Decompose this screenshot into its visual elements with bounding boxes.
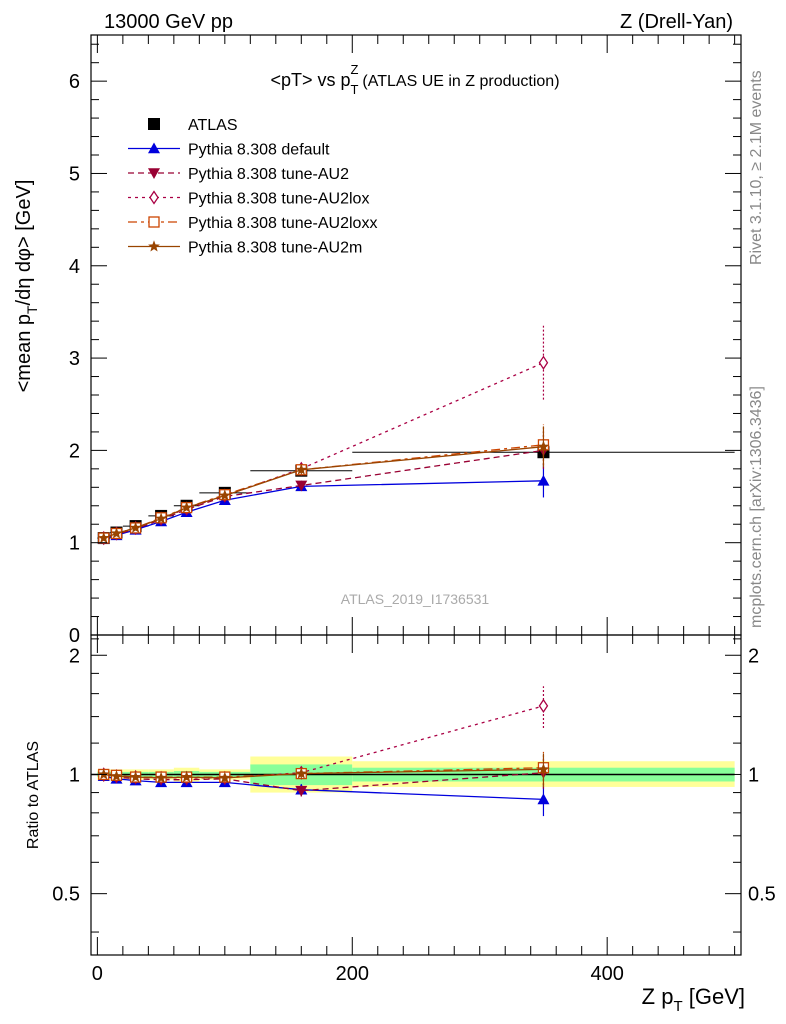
ratio-y-tick-label-left: 1: [69, 764, 80, 786]
main-y-tick-label: 6: [69, 71, 80, 93]
main-y-tick-label: 1: [69, 533, 80, 555]
header-right-title: Z (Drell-Yan): [620, 11, 733, 33]
main-y-tick-label: 2: [69, 440, 80, 462]
series-au2m: [97, 426, 550, 544]
point-au2m: [110, 527, 123, 539]
point-au2m: [155, 512, 167, 524]
watermark: ATLAS_2019_I1736531: [341, 591, 490, 607]
ratio-point-au2m: [295, 767, 308, 779]
point-au2m: [537, 440, 550, 452]
ratio-point-au2m: [218, 771, 231, 783]
legend-label-au2lox: Pythia 8.308 tune-AU2lox: [188, 191, 369, 208]
ratio-line-au2: [103, 772, 544, 792]
series-line-au2: [103, 449, 544, 540]
legend-label-atlas: ATLAS: [188, 117, 238, 134]
main-plot-marks: [97, 325, 735, 546]
main-y-label-pre: <mean p: [13, 314, 35, 392]
legend-marker-au2: [148, 168, 160, 179]
ratio-point-au2m: [537, 763, 550, 775]
legend-item-au2m: Pythia 8.308 tune-AU2m: [128, 240, 362, 257]
point-default: [537, 474, 550, 486]
legend-item-au2: Pythia 8.308 tune-AU2: [128, 166, 349, 183]
main-y-tick-label: 4: [69, 256, 80, 278]
ratio-point-au2m: [180, 770, 193, 783]
ratio-y-tick-label-right: 2: [748, 645, 759, 667]
point-au2m: [97, 531, 110, 544]
x-tick-label: 0: [92, 963, 103, 985]
main-y-label-post: /dη dφ> [GeV]: [13, 180, 35, 306]
main-y-tick-label: 3: [69, 348, 80, 370]
legend-label-au2loxx: Pythia 8.308 tune-AU2loxx: [188, 215, 377, 232]
legend-marker-atlas: [148, 118, 160, 130]
main-y-tick-label: 5: [69, 163, 80, 185]
main-title-main: <pT> vs p: [270, 70, 350, 90]
series-line-au2lox: [103, 362, 544, 539]
x-axis-label: Z pT [GeV]: [642, 984, 745, 1015]
legend-label-au2m: Pythia 8.308 tune-AU2m: [188, 240, 362, 257]
legend-marker-default: [148, 142, 160, 154]
point-au2m: [180, 501, 193, 513]
series-atlas: [97, 446, 735, 545]
ratio-y-tick-label-right: 1: [748, 764, 759, 786]
x-axis-label-pre: Z p: [642, 984, 674, 1009]
ratio-point-default: [537, 793, 550, 805]
main-axis-ticks: 0 1 2 3 4 5 6: [69, 35, 741, 647]
ratio-panel: 0.5 0.5 1 1 2 2 0 200 400 Ratio to ATLAS Z pT [G…: [25, 634, 776, 1015]
ratio-point-au2: [295, 785, 308, 797]
mcplots-label: mcplots.cern.ch [arXiv:1306.3436]: [748, 386, 765, 628]
legend-item-au2lox: Pythia 8.308 tune-AU2lox: [128, 190, 369, 208]
legend-marker-au2loxx: [148, 216, 160, 228]
ratio-y-tick-label-right: 0.5: [748, 884, 776, 906]
ratio-y-tick-label-left: 2: [69, 645, 80, 667]
legend-item-au2loxx: Pythia 8.308 tune-AU2loxx: [128, 215, 377, 232]
legend-marker-au2m: [148, 240, 160, 252]
point-au2m: [129, 521, 142, 533]
main-y-label: <mean pT/dη dφ> [GeV]: [13, 180, 40, 393]
point-au2: [295, 480, 308, 492]
ratio-point-au2m: [97, 768, 110, 780]
point-au2m: [218, 489, 231, 501]
legend-item-atlas: ATLAS: [148, 117, 238, 134]
main-title-sub: T: [351, 82, 359, 97]
ratio-y-label: Ratio to ATLAS: [25, 741, 42, 849]
series-au2: [97, 431, 550, 545]
ratio-plot-marks: [97, 686, 550, 817]
ratio-point-au2m: [129, 770, 142, 783]
legend-label-au2: Pythia 8.308 tune-AU2: [188, 166, 349, 183]
series-default: [97, 464, 550, 544]
x-axis-label-sub: T: [673, 998, 682, 1015]
ratio-point-au2m: [155, 771, 167, 783]
legend-label-default: Pythia 8.308 default: [188, 142, 330, 159]
rivet-label: Rivet 3.1.10, ≥ 2.1M events: [748, 70, 765, 265]
x-tick-label: 400: [590, 963, 623, 985]
ratio-y-tick-label-left: 0.5: [52, 884, 80, 906]
ratio-series-au2m: [97, 753, 550, 787]
point-au2m: [295, 463, 308, 475]
point-au2lox: [538, 355, 549, 370]
legend-marker-au2lox: [149, 190, 159, 205]
series-line-default: [103, 480, 544, 540]
ratio-axis-ticks: 0.5 0.5 1 1 2 2 0 200 400: [52, 635, 776, 985]
main-title-rest: (ATLAS UE in Z production): [362, 73, 559, 90]
ratio-point-au2lox: [538, 698, 549, 714]
x-tick-label: 200: [336, 963, 369, 985]
main-y-label-sub: T: [24, 305, 40, 314]
main-title: <pT> vs pTZ (ATLAS UE in Z production): [270, 62, 559, 97]
legend-item-default: Pythia 8.308 default: [128, 142, 330, 159]
header-left-title: 13000 GeV pp: [104, 11, 233, 33]
ratio-point-au2m: [110, 770, 123, 782]
main-y-tick-label: 0: [69, 625, 80, 647]
main-title-sup: Z: [350, 62, 358, 77]
ratio-frame: [90, 634, 742, 956]
legend: ATLAS Pythia 8.308 default Pythia 8.308 tu…: [128, 117, 377, 257]
x-axis-label-post: [GeV]: [683, 984, 745, 1009]
